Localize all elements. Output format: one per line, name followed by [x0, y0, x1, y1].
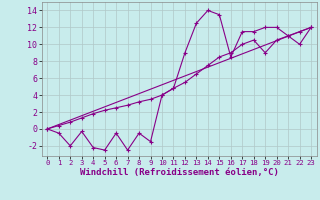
X-axis label: Windchill (Refroidissement éolien,°C): Windchill (Refroidissement éolien,°C) [80, 168, 279, 177]
